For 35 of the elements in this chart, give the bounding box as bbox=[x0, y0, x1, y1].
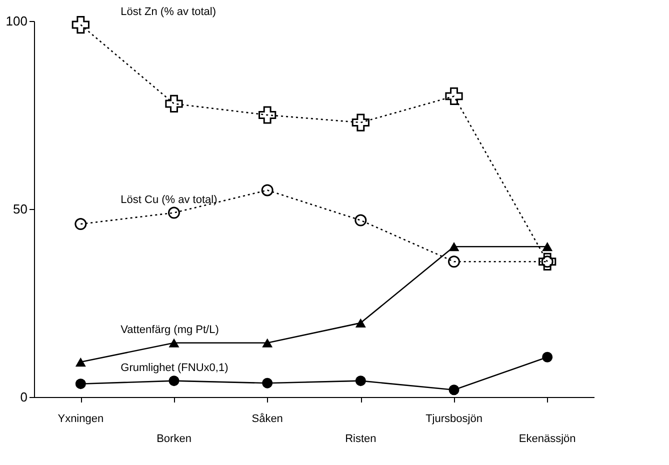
point bbox=[168, 376, 180, 386]
text: Löst Zn (% av total) bbox=[120, 6, 216, 18]
point bbox=[542, 352, 553, 362]
series-label: Vattenfärg (mg Pt/L) bbox=[120, 324, 219, 336]
point bbox=[355, 376, 366, 386]
point bbox=[354, 214, 367, 226]
point bbox=[262, 338, 273, 348]
x-tick-label: Tjursbosjön bbox=[426, 413, 482, 425]
series-label: Grumlighet (FNUx0,1) bbox=[120, 362, 228, 374]
x-tick-label: Borken bbox=[156, 433, 192, 445]
point bbox=[448, 242, 460, 252]
point bbox=[542, 242, 553, 252]
y-tick-label: 100 bbox=[6, 14, 28, 28]
point bbox=[168, 338, 180, 348]
point bbox=[72, 16, 90, 34]
x-tick-label: Yxningen bbox=[58, 413, 104, 425]
point bbox=[75, 378, 86, 390]
point bbox=[258, 106, 276, 124]
point bbox=[168, 206, 180, 219]
point bbox=[261, 184, 274, 196]
point bbox=[74, 218, 87, 230]
point bbox=[352, 114, 370, 132]
point bbox=[448, 256, 460, 268]
point bbox=[75, 357, 86, 367]
point bbox=[262, 378, 273, 388]
point bbox=[448, 384, 460, 396]
point bbox=[355, 318, 366, 328]
y-tick-label: 0 bbox=[20, 390, 28, 404]
x-tick-label: Ekenässjön bbox=[518, 433, 576, 445]
point bbox=[445, 87, 463, 106]
y-tick-label: 50 bbox=[13, 202, 28, 216]
series-label: Löst Cu (% av total) bbox=[120, 194, 218, 206]
x-tick-label: Risten bbox=[345, 433, 376, 445]
point bbox=[165, 94, 183, 113]
x-tick-label: Såken bbox=[252, 413, 283, 425]
